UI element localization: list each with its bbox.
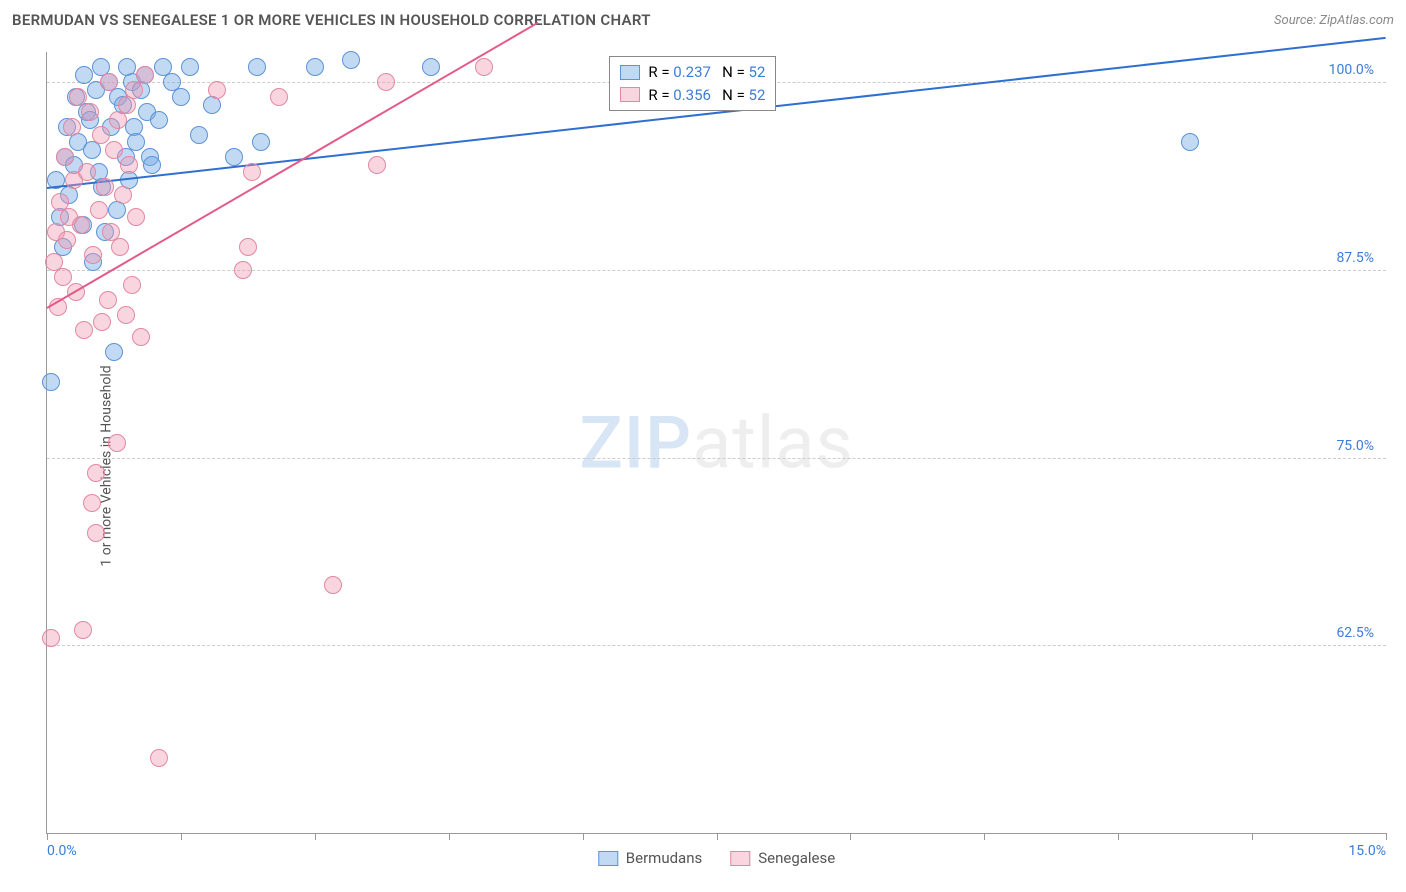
scatter-point xyxy=(117,306,135,324)
x-tick xyxy=(47,833,48,840)
scatter-point xyxy=(42,629,60,647)
source-label: Source: ZipAtlas.com xyxy=(1274,13,1394,28)
scatter-point xyxy=(234,261,252,279)
scatter-point xyxy=(150,749,168,767)
scatter-point xyxy=(78,163,96,181)
chart-title: BERMUDAN VS SENEGALESE 1 OR MORE VEHICLE… xyxy=(12,11,651,29)
scatter-point xyxy=(105,343,123,361)
x-tick xyxy=(583,833,584,840)
y-tick-label: 75.0% xyxy=(1336,438,1374,454)
scatter-point xyxy=(58,231,76,249)
scatter-point xyxy=(377,73,395,91)
x-tick xyxy=(984,833,985,840)
scatter-point xyxy=(81,103,99,121)
x-tick xyxy=(717,833,718,840)
scatter-point xyxy=(74,621,92,639)
series-swatch xyxy=(620,87,640,102)
watermark-zip: ZIP xyxy=(579,400,692,485)
scatter-point xyxy=(248,58,266,76)
scatter-point xyxy=(306,58,324,76)
y-gridline xyxy=(47,645,1386,646)
scatter-point xyxy=(92,126,110,144)
legend-label: Senegalese xyxy=(758,849,835,867)
y-gridline xyxy=(47,458,1386,459)
scatter-point xyxy=(114,186,132,204)
scatter-point xyxy=(143,156,161,174)
chart-container: 1 or more Vehicles in Household ZIPatlas… xyxy=(0,40,1406,892)
scatter-point xyxy=(56,148,74,166)
x-tick xyxy=(1118,833,1119,840)
y-tick-label: 100.0% xyxy=(1329,62,1374,78)
scatter-point xyxy=(1181,133,1199,151)
scatter-point xyxy=(72,216,90,234)
stats-legend-box: R = 0.237 N = 52R = 0.356 N = 52 xyxy=(609,56,776,111)
scatter-point xyxy=(105,141,123,159)
x-tick xyxy=(449,833,450,840)
x-tick xyxy=(1386,833,1387,840)
scatter-point xyxy=(87,524,105,542)
stats-text: R = 0.356 N = 52 xyxy=(648,84,765,107)
stats-text: R = 0.237 N = 52 xyxy=(648,61,765,84)
scatter-point xyxy=(225,148,243,166)
plot-area: ZIPatlas 62.5%75.0%87.5%100.0%0.0%15.0%R… xyxy=(46,52,1386,834)
scatter-point xyxy=(243,163,261,181)
scatter-point xyxy=(422,58,440,76)
scatter-point xyxy=(127,208,145,226)
stats-row: R = 0.356 N = 52 xyxy=(620,84,765,107)
scatter-point xyxy=(172,88,190,106)
stats-row: R = 0.237 N = 52 xyxy=(620,61,765,84)
scatter-point xyxy=(87,464,105,482)
scatter-point xyxy=(108,434,126,452)
scatter-point xyxy=(96,178,114,196)
scatter-point xyxy=(90,201,108,219)
scatter-point xyxy=(83,494,101,512)
watermark: ZIPatlas xyxy=(579,400,853,485)
scatter-point xyxy=(324,576,342,594)
scatter-point xyxy=(181,58,199,76)
legend-item: Bermudans xyxy=(598,849,702,867)
scatter-point xyxy=(63,118,81,136)
legend-swatch xyxy=(730,851,750,866)
x-max-label: 15.0% xyxy=(1348,843,1386,859)
watermark-atlas: atlas xyxy=(692,400,854,485)
scatter-point xyxy=(270,88,288,106)
x-tick xyxy=(181,833,182,840)
scatter-point xyxy=(475,58,493,76)
scatter-point xyxy=(42,373,60,391)
scatter-point xyxy=(190,126,208,144)
scatter-point xyxy=(132,328,150,346)
scatter-point xyxy=(368,156,386,174)
scatter-point xyxy=(150,111,168,129)
legend-swatch xyxy=(598,851,618,866)
scatter-point xyxy=(239,238,257,256)
scatter-point xyxy=(99,291,117,309)
scatter-point xyxy=(208,81,226,99)
scatter-point xyxy=(75,321,93,339)
scatter-point xyxy=(136,66,154,84)
scatter-point xyxy=(93,313,111,331)
x-tick xyxy=(315,833,316,840)
y-tick-label: 62.5% xyxy=(1336,625,1374,641)
y-tick-label: 87.5% xyxy=(1336,250,1374,266)
scatter-point xyxy=(342,51,360,69)
series-swatch xyxy=(620,65,640,80)
scatter-point xyxy=(252,133,270,151)
scatter-point xyxy=(100,73,118,91)
x-min-label: 0.0% xyxy=(47,843,77,859)
scatter-point xyxy=(120,156,138,174)
x-tick xyxy=(850,833,851,840)
scatter-point xyxy=(125,81,143,99)
legend-label: Bermudans xyxy=(626,849,702,867)
series-legend: Bermudans Senegalese xyxy=(598,849,835,867)
x-tick xyxy=(1252,833,1253,840)
legend-item: Senegalese xyxy=(730,849,835,867)
scatter-point xyxy=(111,238,129,256)
scatter-point xyxy=(54,268,72,286)
scatter-point xyxy=(84,246,102,264)
scatter-point xyxy=(127,133,145,151)
scatter-point xyxy=(123,276,141,294)
